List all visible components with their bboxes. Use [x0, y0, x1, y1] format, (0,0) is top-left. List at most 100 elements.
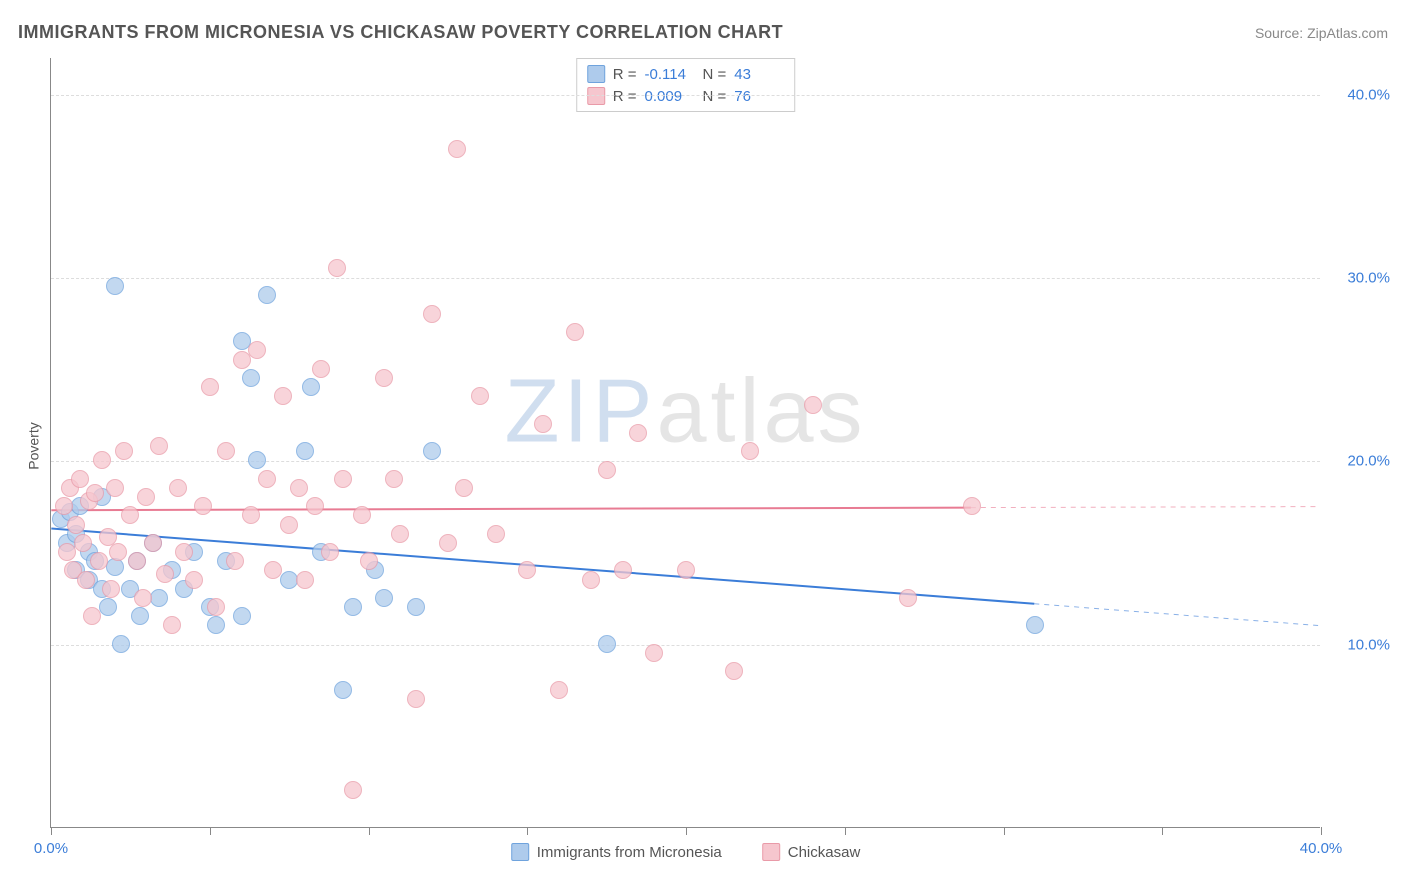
scatter-point-chickasaw: [321, 543, 339, 561]
scatter-point-chickasaw: [804, 396, 822, 414]
scatter-point-micronesia: [112, 635, 130, 653]
scatter-point-chickasaw: [448, 140, 466, 158]
scatter-point-chickasaw: [134, 589, 152, 607]
scatter-point-chickasaw: [83, 607, 101, 625]
scatter-point-micronesia: [375, 589, 393, 607]
stat-R-value-2: 0.009: [645, 88, 695, 105]
scatter-point-chickasaw: [233, 351, 251, 369]
ytick-label: 10.0%: [1330, 636, 1390, 653]
scatter-point-chickasaw: [385, 470, 403, 488]
scatter-point-chickasaw: [248, 341, 266, 359]
legend-label-1: Immigrants from Micronesia: [537, 844, 722, 861]
stat-R-label: R =: [613, 88, 637, 105]
scatter-point-chickasaw: [741, 442, 759, 460]
trendline-dashed-micronesia: [1034, 604, 1319, 626]
bottom-legend: Immigrants from Micronesia Chickasaw: [511, 843, 861, 861]
scatter-point-micronesia: [407, 598, 425, 616]
scatter-point-chickasaw: [150, 437, 168, 455]
scatter-point-chickasaw: [328, 259, 346, 277]
trend-lines-svg: [51, 58, 1320, 827]
legend-label-2: Chickasaw: [788, 844, 861, 861]
scatter-point-chickasaw: [598, 461, 616, 479]
scatter-point-chickasaw: [264, 561, 282, 579]
scatter-point-chickasaw: [290, 479, 308, 497]
scatter-point-chickasaw: [106, 479, 124, 497]
scatter-point-chickasaw: [899, 589, 917, 607]
scatter-point-chickasaw: [439, 534, 457, 552]
scatter-point-chickasaw: [194, 497, 212, 515]
stats-row-series-1: R = -0.114 N = 43: [587, 63, 785, 85]
scatter-point-micronesia: [302, 378, 320, 396]
trendline-chickasaw: [51, 508, 971, 511]
scatter-point-micronesia: [423, 442, 441, 460]
ytick-label: 30.0%: [1330, 270, 1390, 287]
scatter-point-chickasaw: [353, 506, 371, 524]
scatter-point-chickasaw: [455, 479, 473, 497]
scatter-point-chickasaw: [77, 571, 95, 589]
scatter-point-chickasaw: [93, 451, 111, 469]
scatter-point-chickasaw: [55, 497, 73, 515]
xtick: [686, 827, 687, 835]
scatter-point-chickasaw: [471, 387, 489, 405]
gridline-h: [51, 461, 1320, 462]
scatter-point-chickasaw: [677, 561, 695, 579]
scatter-point-chickasaw: [109, 543, 127, 561]
scatter-point-chickasaw: [242, 506, 260, 524]
scatter-point-chickasaw: [137, 488, 155, 506]
scatter-point-chickasaw: [115, 442, 133, 460]
chart-title: IMMIGRANTS FROM MICRONESIA VS CHICKASAW …: [18, 22, 783, 43]
scatter-point-chickasaw: [375, 369, 393, 387]
scatter-point-chickasaw: [169, 479, 187, 497]
scatter-point-micronesia: [106, 277, 124, 295]
scatter-point-chickasaw: [274, 387, 292, 405]
xtick-label: 40.0%: [1300, 840, 1343, 857]
xtick-label: 0.0%: [34, 840, 68, 857]
scatter-point-chickasaw: [90, 552, 108, 570]
scatter-point-micronesia: [258, 286, 276, 304]
stat-N-value-1: 43: [734, 66, 784, 83]
scatter-point-chickasaw: [280, 516, 298, 534]
ytick-label: 20.0%: [1330, 453, 1390, 470]
scatter-point-micronesia: [1026, 616, 1044, 634]
scatter-point-chickasaw: [144, 534, 162, 552]
watermark-part1: ZIP: [504, 361, 656, 461]
scatter-point-micronesia: [296, 442, 314, 460]
header: IMMIGRANTS FROM MICRONESIA VS CHICKASAW …: [18, 22, 1388, 43]
stats-legend-box: R = -0.114 N = 43 R = 0.009 N = 76: [576, 58, 796, 112]
scatter-point-chickasaw: [67, 516, 85, 534]
xtick: [845, 827, 846, 835]
scatter-point-chickasaw: [163, 616, 181, 634]
scatter-point-micronesia: [99, 598, 117, 616]
legend-item-2: Chickasaw: [762, 843, 861, 861]
scatter-point-chickasaw: [487, 525, 505, 543]
scatter-point-chickasaw: [629, 424, 647, 442]
scatter-point-chickasaw: [201, 378, 219, 396]
trendline-micronesia: [51, 529, 1034, 604]
gridline-h: [51, 278, 1320, 279]
plot-area: ZIPatlas R = -0.114 N = 43 R = 0.009 N =…: [50, 58, 1320, 828]
scatter-point-chickasaw: [963, 497, 981, 515]
scatter-point-chickasaw: [306, 497, 324, 515]
scatter-point-chickasaw: [74, 534, 92, 552]
xtick: [369, 827, 370, 835]
scatter-point-micronesia: [150, 589, 168, 607]
scatter-point-chickasaw: [407, 690, 425, 708]
swatch-series-1: [587, 65, 605, 83]
scatter-point-chickasaw: [391, 525, 409, 543]
trendline-dashed-chickasaw: [971, 507, 1320, 508]
scatter-point-chickasaw: [518, 561, 536, 579]
watermark-part2: atlas: [656, 361, 866, 461]
scatter-point-chickasaw: [58, 543, 76, 561]
scatter-point-chickasaw: [423, 305, 441, 323]
scatter-point-chickasaw: [312, 360, 330, 378]
legend-swatch-2: [762, 843, 780, 861]
scatter-point-chickasaw: [102, 580, 120, 598]
scatter-point-chickasaw: [550, 681, 568, 699]
ytick-label: 40.0%: [1330, 86, 1390, 103]
scatter-point-chickasaw: [86, 484, 104, 502]
stat-N-label: N =: [703, 66, 727, 83]
scatter-point-chickasaw: [207, 598, 225, 616]
stat-R-label: R =: [613, 66, 637, 83]
scatter-point-chickasaw: [725, 662, 743, 680]
scatter-point-chickasaw: [344, 781, 362, 799]
